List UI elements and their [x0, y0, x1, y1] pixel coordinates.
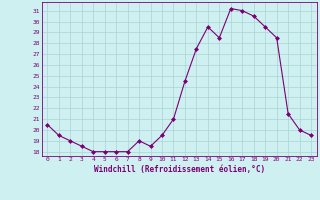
X-axis label: Windchill (Refroidissement éolien,°C): Windchill (Refroidissement éolien,°C): [94, 165, 265, 174]
